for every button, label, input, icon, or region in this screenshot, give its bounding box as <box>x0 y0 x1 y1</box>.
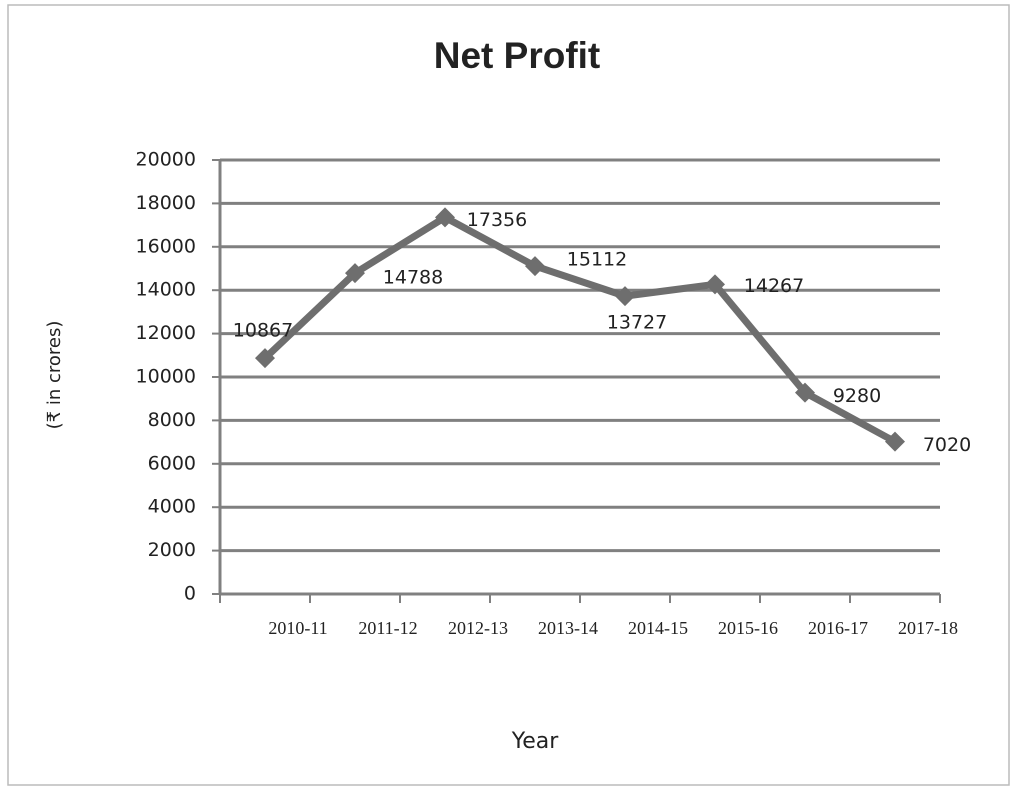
x-tick-label: 2014-15 <box>628 618 688 638</box>
data-label: 13727 <box>607 312 667 334</box>
x-tick-label: 2016-17 <box>808 618 868 638</box>
y-tick-label: 16000 <box>136 235 196 257</box>
x-tick-label: 2010-11 <box>268 618 327 638</box>
frame <box>7 4 1010 786</box>
data-label: 9280 <box>833 385 881 407</box>
y-tick-label: 0 <box>184 583 196 605</box>
marker <box>435 207 455 228</box>
y-axis-label: (₹ in crores) <box>44 321 65 430</box>
line <box>262 213 897 445</box>
y-tick-label: 14000 <box>136 279 196 301</box>
data-label: 14788 <box>383 267 443 289</box>
x-tick-label: 2012-13 <box>448 618 508 638</box>
y-tick-label: 4000 <box>148 496 196 518</box>
chart-title: Net Profit <box>434 35 601 76</box>
y-tick-label: 6000 <box>148 452 196 474</box>
y-tick-label: 20000 <box>136 149 196 171</box>
data-label: 7020 <box>923 434 971 456</box>
y-tick-label: 2000 <box>148 539 196 561</box>
y-tick-label: 12000 <box>136 322 196 344</box>
marker <box>345 263 365 284</box>
data-label: 10867 <box>233 320 293 342</box>
x-axis-label: Year <box>511 729 560 754</box>
marker <box>885 431 905 452</box>
x-tick-label: 2017-18 <box>898 618 958 638</box>
data-label: 17356 <box>467 209 527 231</box>
marker <box>525 256 545 277</box>
x-tick-label: 2011-12 <box>358 618 417 638</box>
y-tick-label: 18000 <box>136 192 196 214</box>
y-tick-label: 10000 <box>136 366 196 388</box>
x-tick-label: 2015-16 <box>718 618 778 638</box>
data-label: 14267 <box>744 275 804 297</box>
marker <box>705 274 725 295</box>
x-tick-label: 2013-14 <box>538 618 598 638</box>
marker <box>795 382 815 403</box>
data-label: 15112 <box>567 249 627 271</box>
marker <box>255 348 275 369</box>
y-tick-label: 8000 <box>148 409 196 431</box>
marker <box>615 286 635 307</box>
